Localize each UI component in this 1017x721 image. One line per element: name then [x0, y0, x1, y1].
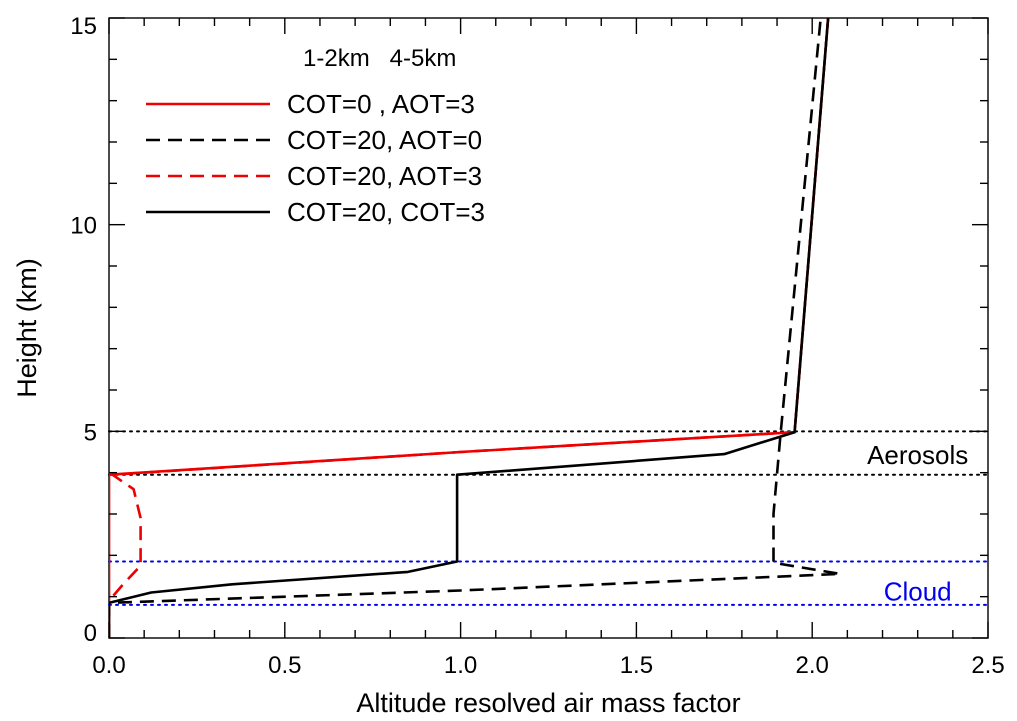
annotation-label: Aerosols — [867, 440, 968, 470]
y-axis-label: Height (km) — [12, 258, 42, 398]
annotations: Aerosols Cloud — [867, 440, 968, 606]
x-tick-label: 1.0 — [444, 652, 477, 679]
series-line — [109, 18, 830, 638]
y-tick-labels: 0 5 10 15 — [70, 13, 97, 647]
x-tick-label: 0.5 — [268, 652, 301, 679]
x-tick-label: 1.5 — [620, 652, 653, 679]
annotation-label: Cloud — [884, 576, 952, 606]
y-tick-label: 0 — [84, 620, 97, 647]
series-line — [109, 18, 842, 638]
y-tick-label: 5 — [84, 419, 97, 446]
legend-label: COT=20, AOT=3 — [287, 161, 482, 191]
plot-area — [108, 17, 989, 639]
x-tick-label: 0.0 — [92, 652, 125, 679]
series-line — [109, 18, 830, 638]
reference-lines — [108, 430, 989, 606]
legend: 1-2km 4-5km COT=0 , AOT=3 COT=20, AOT=0 CO… — [146, 45, 485, 227]
legend-header: 1-2km 4-5km — [303, 45, 456, 72]
x-tick-label: 2.5 — [971, 652, 1004, 679]
x-axis-label: Altitude resolved air mass factor — [356, 688, 740, 718]
axis-ticks — [108, 17, 989, 639]
series-layer — [109, 18, 842, 638]
legend-label: COT=20, AOT=0 — [287, 125, 482, 155]
legend-label: COT=0 , AOT=3 — [287, 89, 475, 119]
x-tick-labels: 0.0 0.5 1.0 1.5 2.0 2.5 — [92, 652, 1004, 679]
y-tick-label: 15 — [70, 13, 97, 40]
y-tick-label: 10 — [70, 213, 97, 240]
x-tick-label: 2.0 — [796, 652, 829, 679]
legend-label: COT=20, COT=3 — [287, 197, 485, 227]
plot-frame — [108, 17, 989, 639]
